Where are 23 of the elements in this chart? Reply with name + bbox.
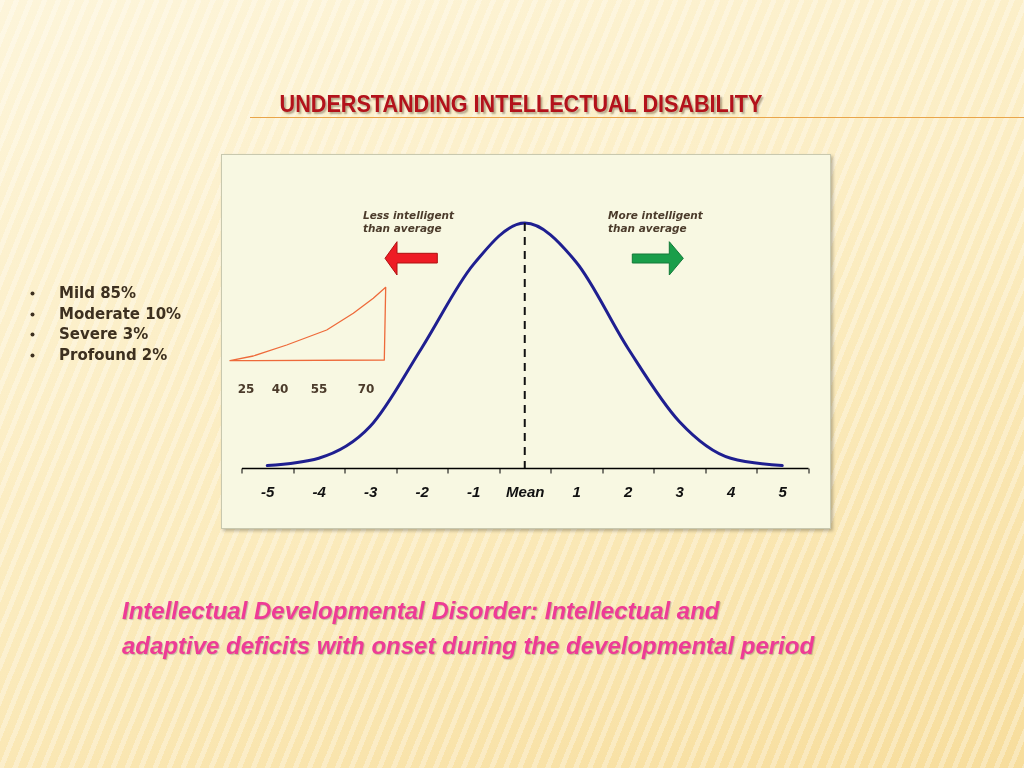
annotation: More intelligent than average (608, 209, 704, 235)
text: Moderate 10% (59, 304, 182, 323)
x-tick-label: -2 (415, 482, 430, 500)
x-tick-label: -3 (364, 482, 379, 500)
x-tick-label: 3 (675, 482, 685, 500)
x-tick-label: -1 (467, 482, 481, 500)
text: Intellectual Developmental Disorder: Intellectual and adaptive deficits with onset during the developmental period (122, 596, 816, 661)
annotation: 70 (356, 381, 376, 397)
chart-title: UNDERSTANDING INTELLECTUAL DISABILITY (278, 89, 764, 119)
x-tick-label: 5 (778, 482, 788, 500)
x-tick-label: Mean (506, 482, 545, 500)
annotation: 55 (309, 381, 329, 397)
x-tick-label: -4 (312, 482, 327, 500)
text: Mild 85% (59, 284, 137, 302)
annotation: 40 (270, 381, 290, 397)
annotation: Less intelligent than average (363, 209, 456, 235)
text: Severe 3% (59, 325, 149, 343)
text: Profound 2% (59, 345, 168, 364)
x-tick-label: 4 (726, 482, 737, 500)
x-tick-label: -5 (261, 482, 276, 500)
annotation: 25 (236, 381, 256, 397)
x-tick-label: 2 (623, 482, 634, 500)
x-tick-label: 1 (572, 482, 581, 500)
